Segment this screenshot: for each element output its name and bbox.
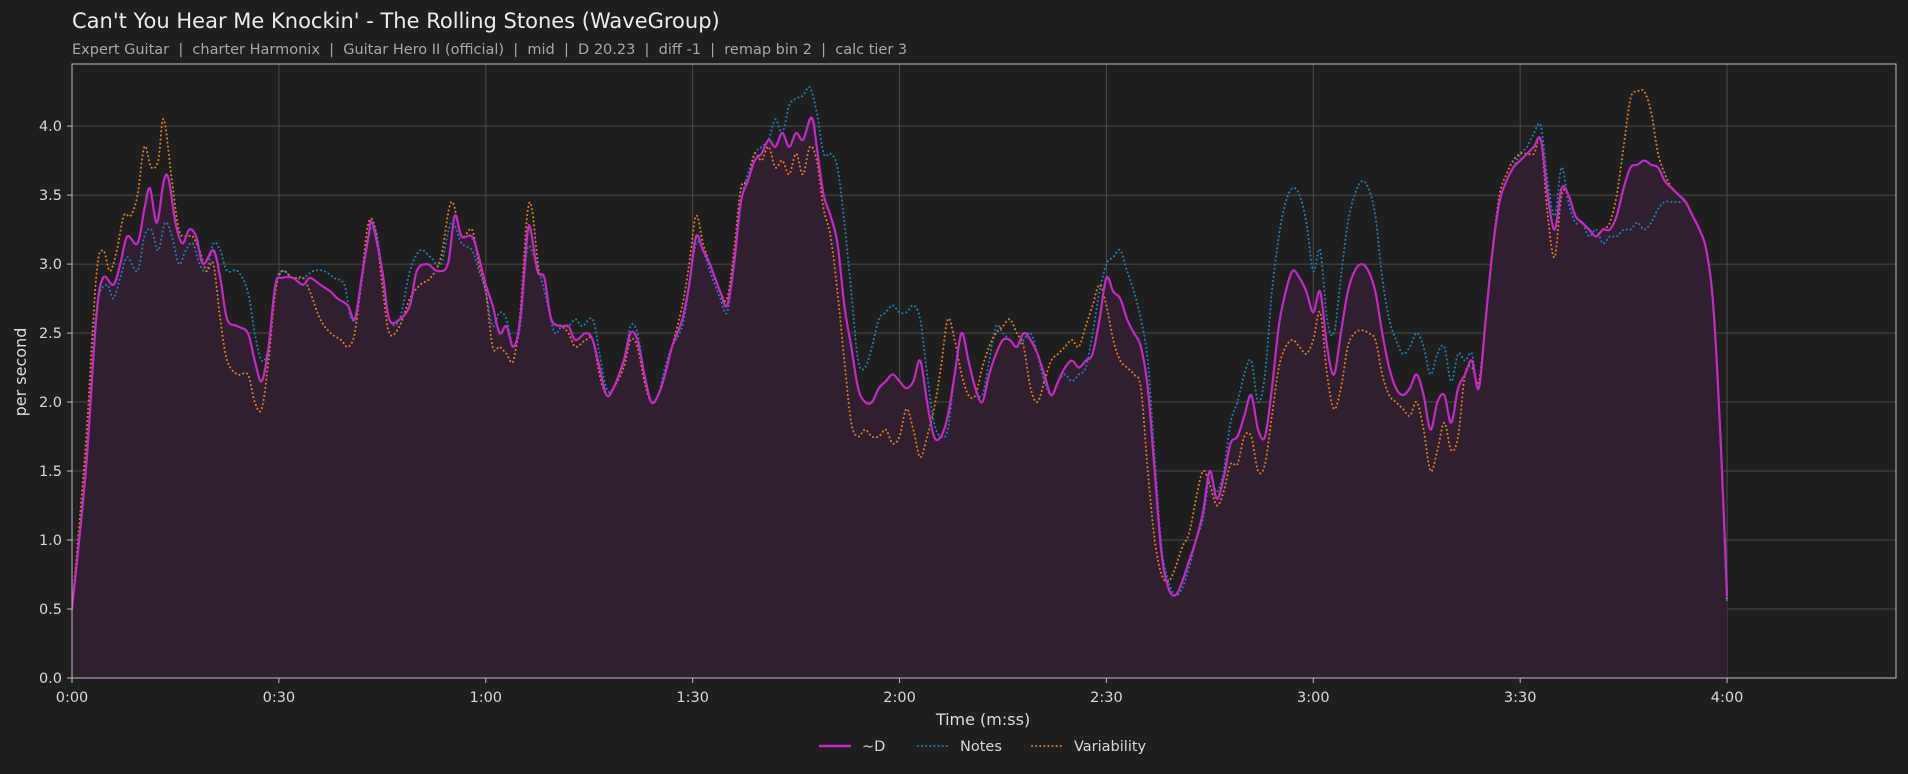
chart-title: Can't You Hear Me Knockin' - The Rolling… bbox=[72, 9, 720, 33]
legend-label: ~D bbox=[862, 739, 885, 755]
y-tick-label: 0.5 bbox=[39, 602, 62, 618]
x-tick-label: 3:30 bbox=[1504, 690, 1537, 706]
x-tick-label: 2:00 bbox=[883, 690, 916, 706]
y-tick-label: 3.5 bbox=[39, 188, 62, 204]
series-line-d bbox=[72, 116, 1729, 611]
y-tick-label: 2.5 bbox=[39, 326, 62, 342]
legend: ~D Notes Variability bbox=[818, 739, 1147, 755]
y-tick-label: 1.5 bbox=[39, 464, 62, 480]
series-line-notes bbox=[72, 85, 1729, 611]
x-tick-label: 3:00 bbox=[1297, 690, 1330, 706]
x-tick-label: 4:00 bbox=[1711, 690, 1744, 706]
legend-label: Variability bbox=[1074, 739, 1147, 755]
plot-area bbox=[72, 85, 1729, 678]
x-tick-label: 1:00 bbox=[469, 690, 502, 706]
series-group bbox=[72, 85, 1729, 678]
y-tick-label: 2.0 bbox=[39, 395, 62, 411]
x-tick-label: 0:30 bbox=[263, 690, 296, 706]
y-tick-label: 3.0 bbox=[39, 257, 62, 273]
y-tick-label: 0.0 bbox=[39, 671, 62, 687]
x-tick-label: 1:30 bbox=[676, 690, 709, 706]
legend-label: Notes bbox=[960, 739, 1002, 755]
x-axis-label: Time (m:ss) bbox=[935, 710, 1030, 729]
x-tick-label: 0:00 bbox=[56, 690, 89, 706]
x-tick-label: 2:30 bbox=[1090, 690, 1123, 706]
y-axis-label: per second bbox=[11, 328, 30, 417]
y-axis: 0.0 0.5 1.0 1.5 2.0 2.5 3.0 3.5 4.0 bbox=[39, 119, 72, 687]
y-tick-label: 4.0 bbox=[39, 119, 62, 135]
chart-subtitle: Expert Guitar | charter Harmonix | Guita… bbox=[72, 42, 907, 58]
x-axis: 0:00 0:30 1:00 1:30 2:00 2:30 3:00 3:30 4:00 bbox=[56, 678, 1744, 706]
y-tick-label: 1.0 bbox=[39, 533, 62, 549]
plot-frame bbox=[71, 63, 1897, 679]
series-area-d bbox=[72, 117, 1728, 678]
